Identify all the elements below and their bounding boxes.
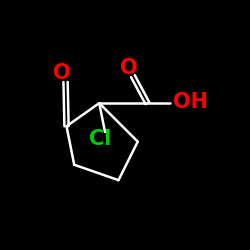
Text: Cl: Cl bbox=[89, 129, 112, 149]
Text: OH: OH bbox=[173, 92, 208, 112]
Text: O: O bbox=[53, 63, 70, 83]
Text: O: O bbox=[120, 58, 138, 78]
